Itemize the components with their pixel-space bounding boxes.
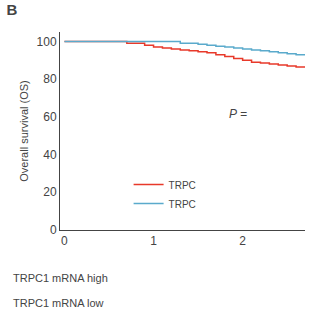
svg-text:60: 60	[43, 110, 57, 124]
svg-text:TRPC: TRPC	[169, 180, 196, 191]
svg-text:1: 1	[150, 234, 157, 248]
svg-text:P =: P =	[229, 107, 247, 121]
svg-text:TRPC: TRPC	[169, 199, 196, 210]
svg-text:Overall survival (OS): Overall survival (OS)	[18, 80, 30, 181]
svg-text:B: B	[6, 1, 17, 18]
svg-text:2: 2	[239, 234, 246, 248]
svg-text:TRPC1 mRNA high: TRPC1 mRNA high	[13, 272, 108, 284]
svg-text:80: 80	[43, 72, 57, 86]
svg-text:20: 20	[43, 185, 57, 199]
svg-text:0: 0	[50, 223, 57, 237]
svg-text:0: 0	[61, 234, 68, 248]
svg-text:TRPC1 mRNA low: TRPC1 mRNA low	[13, 297, 104, 309]
svg-text:40: 40	[43, 148, 57, 162]
svg-text:100: 100	[37, 35, 57, 49]
